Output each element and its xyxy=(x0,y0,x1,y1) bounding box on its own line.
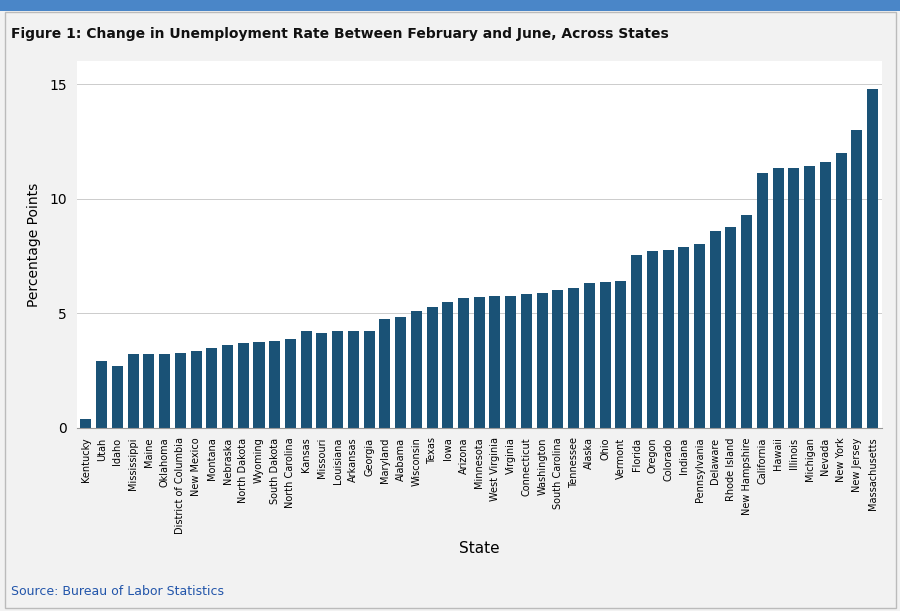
Bar xyxy=(647,251,658,428)
Bar xyxy=(773,167,784,428)
Bar xyxy=(364,331,374,428)
Bar xyxy=(553,290,563,428)
Bar xyxy=(332,331,343,428)
Bar xyxy=(568,288,580,428)
Bar xyxy=(175,353,185,428)
Bar xyxy=(584,284,595,428)
Bar xyxy=(317,332,328,428)
Bar xyxy=(835,153,847,428)
Bar xyxy=(301,331,311,428)
Y-axis label: Percentage Points: Percentage Points xyxy=(27,182,40,307)
Bar xyxy=(222,345,233,428)
Bar xyxy=(159,354,170,428)
Bar xyxy=(662,250,673,428)
Bar xyxy=(616,281,626,428)
Bar xyxy=(395,316,406,428)
Text: Source: Bureau of Labor Statistics: Source: Bureau of Labor Statistics xyxy=(11,585,224,598)
Bar xyxy=(473,297,485,428)
Bar xyxy=(96,361,107,428)
Bar xyxy=(521,294,532,428)
Bar xyxy=(269,341,280,428)
Bar xyxy=(112,366,123,428)
Bar xyxy=(285,340,296,428)
Bar xyxy=(410,311,422,428)
Bar xyxy=(631,255,642,428)
Bar xyxy=(458,298,469,428)
Bar xyxy=(757,174,768,428)
Bar xyxy=(599,282,610,428)
Bar xyxy=(490,296,500,428)
Bar xyxy=(191,351,202,428)
Bar xyxy=(679,247,689,428)
Bar xyxy=(867,89,878,428)
Bar xyxy=(254,342,265,428)
Bar xyxy=(206,348,217,428)
Bar xyxy=(143,354,155,428)
X-axis label: State: State xyxy=(459,541,500,557)
Bar xyxy=(427,307,437,428)
Bar xyxy=(80,419,92,428)
Bar xyxy=(536,293,548,428)
Bar xyxy=(725,227,736,428)
Bar xyxy=(820,162,831,428)
Bar xyxy=(442,302,454,428)
Bar xyxy=(694,244,705,428)
Bar xyxy=(505,296,517,428)
Bar xyxy=(788,167,799,428)
Bar xyxy=(710,231,721,428)
Bar xyxy=(238,343,248,428)
Bar xyxy=(804,166,815,428)
Bar xyxy=(348,331,359,428)
Bar xyxy=(851,130,862,428)
Bar xyxy=(742,214,752,428)
Bar xyxy=(379,319,391,428)
Text: Figure 1: Change in Unemployment Rate Between February and June, Across States: Figure 1: Change in Unemployment Rate Be… xyxy=(11,27,669,42)
Bar xyxy=(128,354,139,428)
